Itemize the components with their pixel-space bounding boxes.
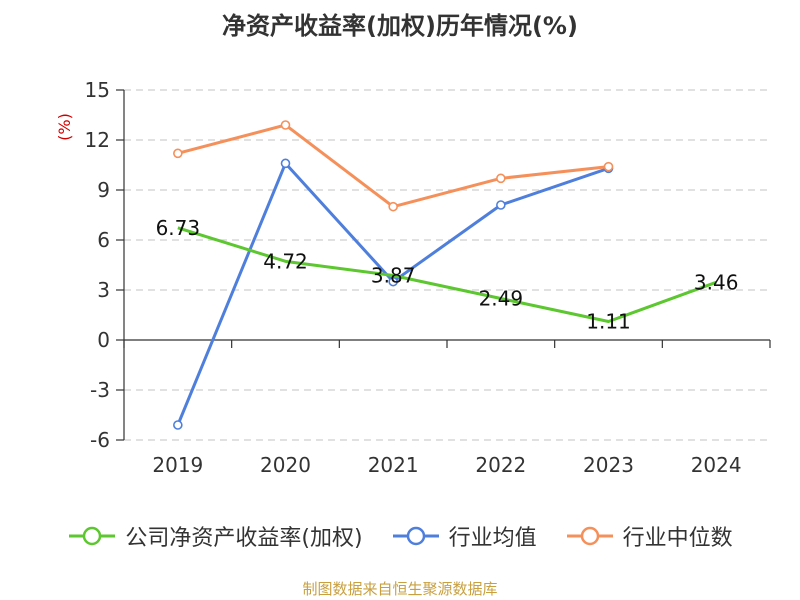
x-tick-label: 2021 xyxy=(368,453,419,477)
series-line xyxy=(177,226,717,323)
data-label: 4.72 xyxy=(263,249,308,273)
legend-label: 公司净资产收益率(加权) xyxy=(125,526,363,551)
series-line xyxy=(177,123,609,209)
data-label: 2.49 xyxy=(479,287,524,311)
legend-label: 行业均值 xyxy=(448,526,537,551)
y-axis-unit: (%) xyxy=(55,113,74,141)
legend-marker-icon xyxy=(392,526,439,546)
y-tick-label: 3 xyxy=(97,278,110,302)
data-point xyxy=(173,148,183,159)
legend-marker-icon xyxy=(566,526,613,546)
data-label: 3.46 xyxy=(694,270,739,294)
data-point xyxy=(173,420,183,430)
axes: -6 -3 0 3 6 9 12 15 2019 2020 2021 2022 2023 2024 (%) xyxy=(55,78,771,477)
data-point xyxy=(603,161,614,172)
data-point xyxy=(280,158,291,169)
chart-title: 净资产收益率(加权)历年情况(%) xyxy=(222,12,578,40)
y-tick-label: -6 xyxy=(90,428,110,452)
x-tick-label: 2019 xyxy=(152,453,203,477)
x-tick-label: 2023 xyxy=(583,453,634,477)
data-label: 1.11 xyxy=(586,310,631,334)
data-label: 3.87 xyxy=(371,264,416,288)
source-note: 制图数据来自恒生聚源数据库 xyxy=(302,580,498,598)
y-tick-label: 9 xyxy=(97,178,110,202)
data-labels: 6.73 4.72 3.87 2.49 1.11 3.46 xyxy=(156,216,739,334)
series-lines xyxy=(173,120,717,430)
x-tick-label: 2024 xyxy=(691,453,742,477)
data-point xyxy=(496,200,506,210)
legend-item[interactable]: 行业中位数 xyxy=(565,520,733,552)
legend: 公司净资产收益率(加权) 行业均值 行业中位数 xyxy=(0,520,800,552)
y-tick-label: 12 xyxy=(85,128,110,152)
y-tick-label: -3 xyxy=(90,378,110,402)
legend-label: 行业中位数 xyxy=(622,526,733,551)
x-tick-label: 2022 xyxy=(475,453,526,477)
legend-item[interactable]: 公司净资产收益率(加权) xyxy=(67,520,363,552)
legend-item[interactable]: 行业均值 xyxy=(391,520,537,552)
y-tick-label: 6 xyxy=(97,228,110,252)
data-point xyxy=(496,173,506,184)
data-point xyxy=(388,276,398,287)
data-label: 6.73 xyxy=(156,216,201,240)
data-point xyxy=(280,120,291,130)
x-tick-label: 2020 xyxy=(260,453,311,477)
y-tick-label: 15 xyxy=(85,78,110,102)
y-tick-label: 0 xyxy=(97,328,110,352)
legend-marker-icon xyxy=(69,526,116,546)
data-point xyxy=(388,201,398,212)
